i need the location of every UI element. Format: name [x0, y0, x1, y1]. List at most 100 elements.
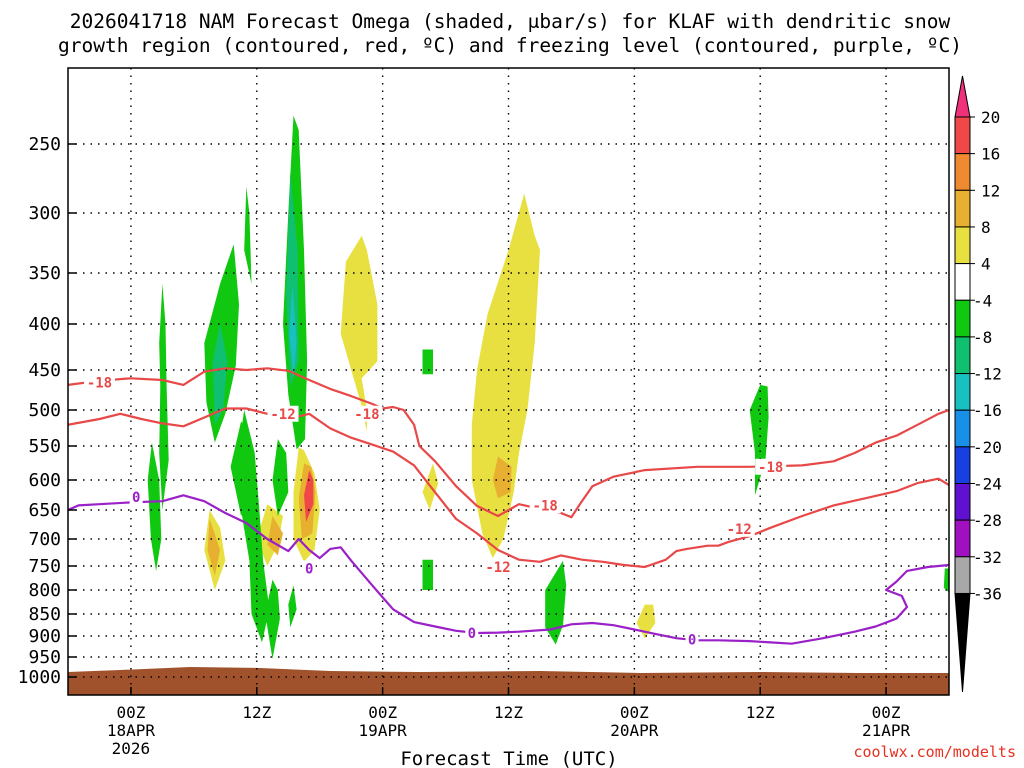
omega-region-26 — [943, 568, 949, 593]
x-tick-label-30-1: 19APR — [359, 721, 408, 740]
x-tick-label-6-1: 18APR — [107, 721, 156, 740]
y-tick-label-400: 400 — [28, 314, 61, 335]
x-tick-label-30-0: 00Z — [368, 703, 397, 722]
contour-line-0 — [68, 367, 384, 410]
credit-text: coolwx.com/modelts — [853, 743, 1016, 761]
colorbar-label-6: -8 — [973, 328, 992, 347]
y-tick-label-800: 800 — [28, 580, 61, 601]
colorbar-segment-5 — [954, 263, 971, 301]
y-tick-label-600: 600 — [28, 470, 61, 491]
colorbar-label-7: -12 — [973, 365, 1002, 384]
contour-label-9: 0 — [468, 626, 476, 642]
x-tick-label-18-0: 12Z — [242, 703, 271, 722]
colorbar: 20 16 12 8 4 -4 -8 -12 -16 -20 -24 -28 -32 -36 — [954, 75, 1002, 693]
contour-label-7: 0 — [132, 490, 140, 506]
colorbar-segment-3 — [954, 189, 971, 228]
y-tick-label-700: 700 — [28, 529, 61, 550]
colorbar-segment-6 — [954, 299, 971, 338]
colorbar-bottom-arrow — [954, 592, 971, 693]
omega-region-0 — [340, 235, 378, 432]
contour-line-1 — [382, 405, 949, 519]
y-tick-label-250: 250 — [28, 134, 61, 155]
omega-region-6 — [636, 604, 656, 639]
contour-label-bg-7 — [129, 489, 143, 506]
x-tick-label-54-1: 20APR — [610, 721, 659, 740]
colorbar-top-arrow — [954, 75, 971, 118]
colorbar-segment-12 — [954, 519, 971, 558]
y-tick-label-300: 300 — [28, 203, 61, 224]
y-tick-label-750: 750 — [28, 556, 61, 577]
omega-region-21 — [288, 585, 297, 628]
colorbar-segment-2 — [954, 153, 971, 191]
contour-label-bg-4 — [482, 558, 514, 575]
colorbar-segment-13 — [954, 556, 971, 594]
contour-label-5: -18 — [758, 460, 783, 476]
x-tick-label-78-0: 00Z — [872, 703, 901, 722]
contour-label-bg-6 — [723, 520, 755, 537]
omega-region-25 — [422, 559, 433, 590]
contour-label-6: -12 — [727, 522, 752, 538]
y-axis: 250 300 350 400 450 500 550 600 650 700 750 800 850 9… — [18, 134, 76, 688]
chart-title-line-1: 2026041718 NAM Forecast Omega (shaded, μ… — [70, 10, 951, 33]
omega-region-17 — [159, 283, 169, 510]
colorbar-label-3: 8 — [981, 218, 991, 237]
colorbar-label-0: 20 — [981, 108, 1000, 127]
colorbar-segment-11 — [954, 483, 971, 521]
omega-region-19 — [237, 410, 270, 643]
contour-label-bg-1 — [267, 405, 299, 422]
x-tick-label-6-2: 2026 — [112, 739, 151, 758]
omega-region-8 — [207, 518, 221, 576]
omega-region-20 — [265, 579, 280, 659]
colorbar-label-4: 4 — [981, 255, 991, 274]
colorbar-label-11: -28 — [973, 511, 1002, 530]
y-tick-label-1000: 1000 — [18, 667, 61, 688]
omega-region-29 — [289, 283, 297, 379]
x-tick-label-42-0: 12Z — [494, 703, 523, 722]
omega-region-24 — [422, 349, 433, 375]
contour-label-bg-8 — [302, 560, 316, 577]
isotherm-contours — [68, 367, 949, 645]
chart-title-line-2: growth region (contoured, red, ºC) and f… — [58, 34, 962, 57]
contour-label-3: -18 — [533, 498, 558, 514]
contour-line-3 — [68, 494, 949, 645]
colorbar-label-12: -32 — [973, 548, 1002, 567]
colorbar-segment-8 — [954, 373, 971, 411]
omega-region-22 — [545, 560, 567, 645]
contour-label-bg-5 — [755, 458, 787, 475]
colorbar-label-13: -36 — [973, 584, 1002, 603]
omega-region-7 — [492, 456, 512, 499]
contour-label-bg-9 — [465, 624, 479, 641]
colorbar-label-8: -16 — [973, 401, 1002, 420]
y-tick-label-850: 850 — [28, 604, 61, 625]
colorbar-segment-9 — [954, 409, 971, 448]
contour-label-1: -12 — [270, 407, 295, 423]
x-axis-title: Forecast Time (UTC) — [400, 748, 617, 768]
contour-label-8: 0 — [305, 561, 313, 577]
colorbar-segment-10 — [954, 446, 971, 485]
y-tick-label-500: 500 — [28, 400, 61, 421]
contour-label-10: 0 — [688, 632, 696, 648]
omega-region-1 — [471, 193, 540, 559]
y-tick-label-950: 950 — [28, 647, 61, 668]
contour-label-0: -18 — [87, 375, 112, 391]
x-tick-label-54-0: 00Z — [620, 703, 649, 722]
omega-region-23 — [749, 384, 769, 496]
colorbar-segment-7 — [954, 336, 971, 375]
y-tick-label-550: 550 — [28, 436, 61, 457]
y-tick-label-650: 650 — [28, 500, 61, 521]
contour-label-bg-0 — [83, 374, 115, 391]
colorbar-label-2: 12 — [981, 181, 1000, 200]
contour-label-2: -18 — [354, 407, 379, 423]
ground-terrain — [68, 667, 949, 695]
contour-label-bg-3 — [529, 497, 561, 514]
colorbar-segment-4 — [954, 226, 971, 265]
y-tick-label-350: 350 — [28, 263, 61, 284]
omega-region-14 — [272, 439, 289, 516]
contour-label-bg-10 — [685, 631, 699, 648]
colorbar-label-9: -20 — [973, 438, 1002, 457]
y-tick-label-450: 450 — [28, 360, 61, 381]
x-tick-label-66-0: 12Z — [746, 703, 775, 722]
omega-region-27 — [212, 324, 228, 425]
